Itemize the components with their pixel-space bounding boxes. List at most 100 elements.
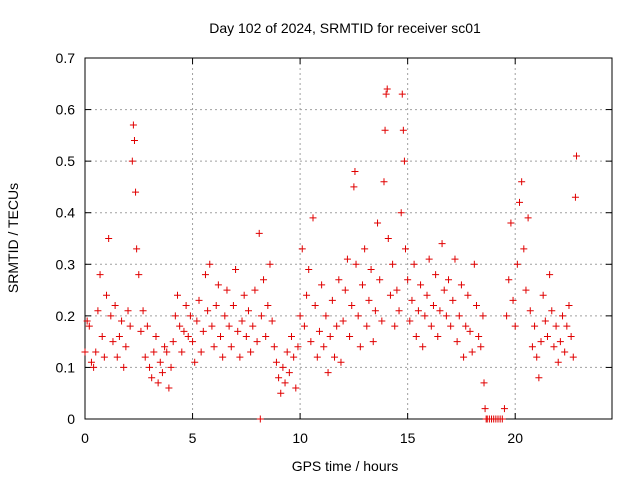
data-point	[511, 322, 519, 330]
data-point	[315, 327, 323, 335]
data-point	[432, 271, 440, 279]
data-point	[296, 312, 304, 320]
data-point	[255, 229, 263, 237]
data-point	[333, 322, 341, 330]
data-point	[337, 358, 345, 366]
data-point	[272, 358, 280, 366]
data-point	[305, 265, 313, 273]
data-point	[472, 302, 480, 310]
data-point	[468, 348, 476, 356]
x-tick-label: 5	[189, 430, 197, 446]
data-point	[214, 281, 222, 289]
data-point	[247, 348, 255, 356]
data-point	[232, 265, 240, 273]
data-point	[300, 322, 308, 330]
data-point	[400, 157, 408, 165]
data-point	[206, 260, 214, 268]
data-point	[352, 260, 360, 268]
data-point	[266, 260, 274, 268]
data-point	[449, 296, 457, 304]
data-point	[537, 338, 545, 346]
data-point	[107, 312, 115, 320]
data-point	[221, 312, 229, 320]
data-point	[440, 286, 448, 294]
data-point	[460, 353, 468, 361]
data-point	[113, 353, 121, 361]
data-point	[397, 209, 405, 217]
data-point	[451, 255, 459, 263]
data-point	[436, 307, 444, 315]
data-point	[150, 348, 158, 356]
data-point	[129, 121, 137, 129]
data-point	[109, 338, 117, 346]
data-point	[279, 363, 287, 371]
y-tick-label: 0.3	[56, 256, 76, 272]
data-point	[395, 307, 403, 315]
data-point	[475, 332, 483, 340]
data-point	[173, 291, 181, 299]
data-point	[199, 327, 207, 335]
y-tick-label: 0.7	[56, 50, 76, 66]
data-point	[402, 245, 410, 253]
data-point	[348, 302, 356, 310]
data-point	[328, 296, 336, 304]
data-point	[419, 343, 427, 351]
data-point	[204, 307, 212, 315]
data-point	[351, 167, 359, 175]
data-point	[350, 183, 358, 191]
data-point	[210, 343, 218, 351]
data-point	[516, 198, 524, 206]
data-point	[180, 327, 188, 335]
data-point	[92, 348, 100, 356]
data-point	[270, 343, 278, 351]
data-point	[561, 348, 569, 356]
data-point	[124, 307, 132, 315]
data-point	[135, 271, 143, 279]
data-point	[556, 338, 564, 346]
data-point	[559, 312, 567, 320]
data-point	[567, 332, 575, 340]
data-point	[447, 322, 455, 330]
data-point	[169, 338, 177, 346]
data-point	[298, 245, 306, 253]
data-point	[455, 312, 463, 320]
data-point	[223, 286, 231, 294]
data-point	[520, 245, 528, 253]
data-point	[442, 312, 450, 320]
data-point	[171, 312, 179, 320]
data-point	[573, 152, 581, 160]
data-point	[165, 384, 173, 392]
data-point	[380, 178, 388, 186]
data-point	[240, 291, 248, 299]
data-point	[425, 255, 433, 263]
x-tick-label: 20	[507, 430, 523, 446]
data-point	[182, 302, 190, 310]
data-point	[404, 276, 412, 284]
data-point	[434, 332, 442, 340]
data-point	[381, 126, 389, 134]
y-tick-label: 0.1	[56, 359, 76, 375]
data-point	[541, 317, 549, 325]
data-point	[148, 374, 156, 382]
data-point	[161, 343, 169, 351]
data-point	[251, 286, 259, 294]
data-point	[376, 276, 384, 284]
data-point	[421, 312, 429, 320]
data-point	[356, 343, 364, 351]
data-point	[391, 322, 399, 330]
axis-ticks: 0 0.1 0.2 0.3 0.4 0.5 0.6 0.7 0 5 10 15 20	[56, 50, 612, 446]
data-point	[498, 415, 506, 423]
data-point	[399, 126, 407, 134]
data-point	[438, 240, 446, 248]
grid-lines	[85, 58, 612, 419]
data-point	[480, 379, 488, 387]
data-point	[313, 353, 321, 361]
data-point	[507, 219, 515, 227]
data-point	[158, 369, 166, 377]
data-point	[236, 353, 244, 361]
data-point	[550, 343, 558, 351]
data-point	[143, 322, 151, 330]
data-point	[412, 332, 420, 340]
data-point	[453, 338, 461, 346]
data-point	[268, 317, 276, 325]
